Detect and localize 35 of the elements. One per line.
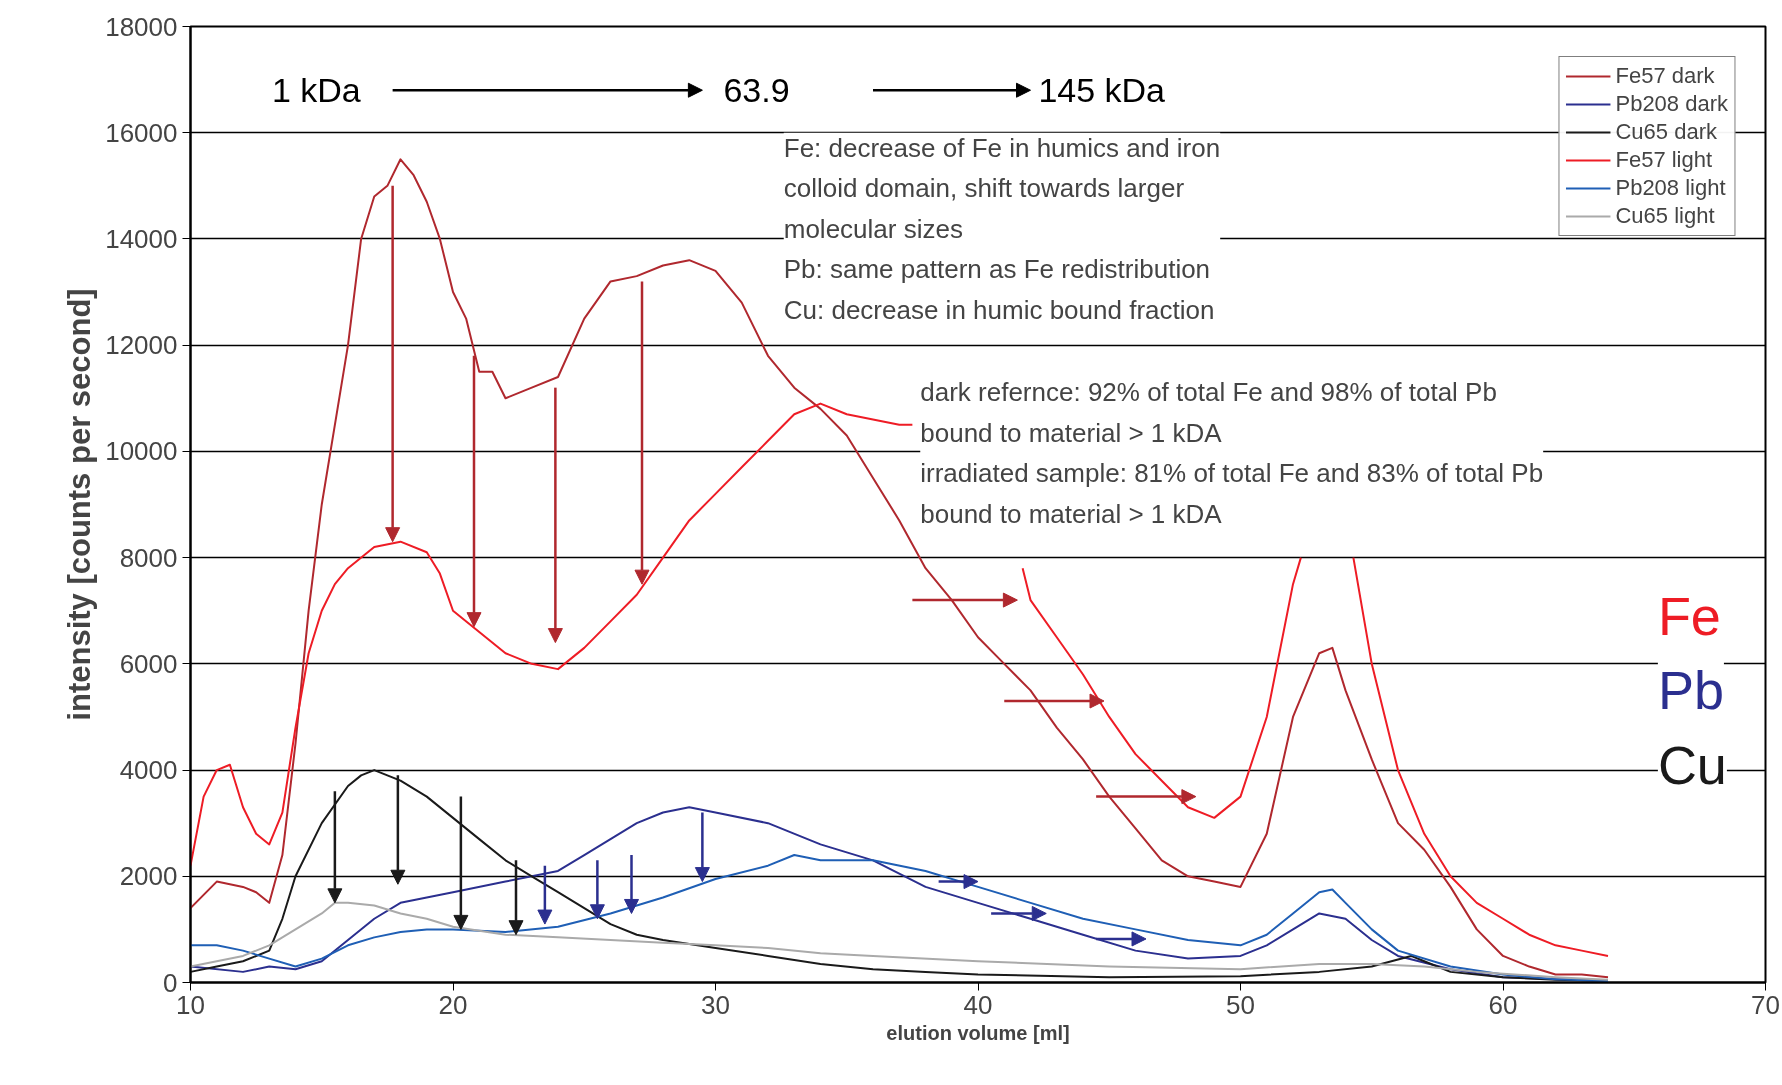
x-tick-label: 30 xyxy=(701,989,730,1020)
annotation: 145 kDa xyxy=(1038,71,1166,110)
y-tick-label: 4000 xyxy=(119,755,178,786)
x-tick-label: 70 xyxy=(1751,989,1780,1020)
y-tick-label: 8000 xyxy=(119,542,178,573)
annotation: dark refernce: 92% of total Fe and 98% of total Pb bound to material > 1 kDA irradiated sample: 81% of total Fe and 83% of total Pb bound to material > 1 kDA xyxy=(920,377,1544,529)
x-tick-label: 40 xyxy=(963,989,993,1020)
x-tick-label: 10 xyxy=(176,989,205,1020)
annotation: Fe xyxy=(1657,586,1721,647)
x-tick-label: 50 xyxy=(1226,989,1255,1020)
annotation: 1 kDa xyxy=(271,71,361,110)
line-series xyxy=(190,158,1609,979)
y-tick-label: 2000 xyxy=(119,861,178,892)
y-tick-label: 0 xyxy=(163,967,178,998)
legend-label: Fe57 dark xyxy=(1615,63,1715,89)
x-tick-label: 60 xyxy=(1488,989,1518,1020)
x-tick-label: 20 xyxy=(438,989,468,1020)
legend-label: Cu65 dark xyxy=(1615,119,1717,145)
annotation: Cu xyxy=(1657,734,1727,795)
y-tick-label: 18000 xyxy=(105,11,178,42)
legend-label: Pb208 light xyxy=(1615,175,1726,201)
legend-label: Pb208 dark xyxy=(1615,91,1728,117)
y-axis-title: intensity [counts per second] xyxy=(62,288,98,721)
x-axis-title: elution volume [ml] xyxy=(886,1021,1070,1044)
y-tick-label: 14000 xyxy=(105,223,178,254)
legend-label: Fe57 light xyxy=(1615,147,1713,173)
y-tick-label: 16000 xyxy=(105,117,178,148)
y-tick-label: 6000 xyxy=(119,648,178,679)
legend-label: Cu65 light xyxy=(1615,203,1715,229)
line-series xyxy=(190,854,1609,982)
annotation: Fe: decrease of Fe in humics and iron colloid domain, shift towards larger molecular sizes Pb: same pattern as Fe redistribution Cu: decrease in humic bound fraction xyxy=(783,132,1221,325)
annotation: Pb xyxy=(1657,660,1724,721)
annotation: 63.9 xyxy=(723,70,790,109)
y-tick-label: 12000 xyxy=(105,330,178,361)
y-tick-label: 10000 xyxy=(105,436,178,467)
